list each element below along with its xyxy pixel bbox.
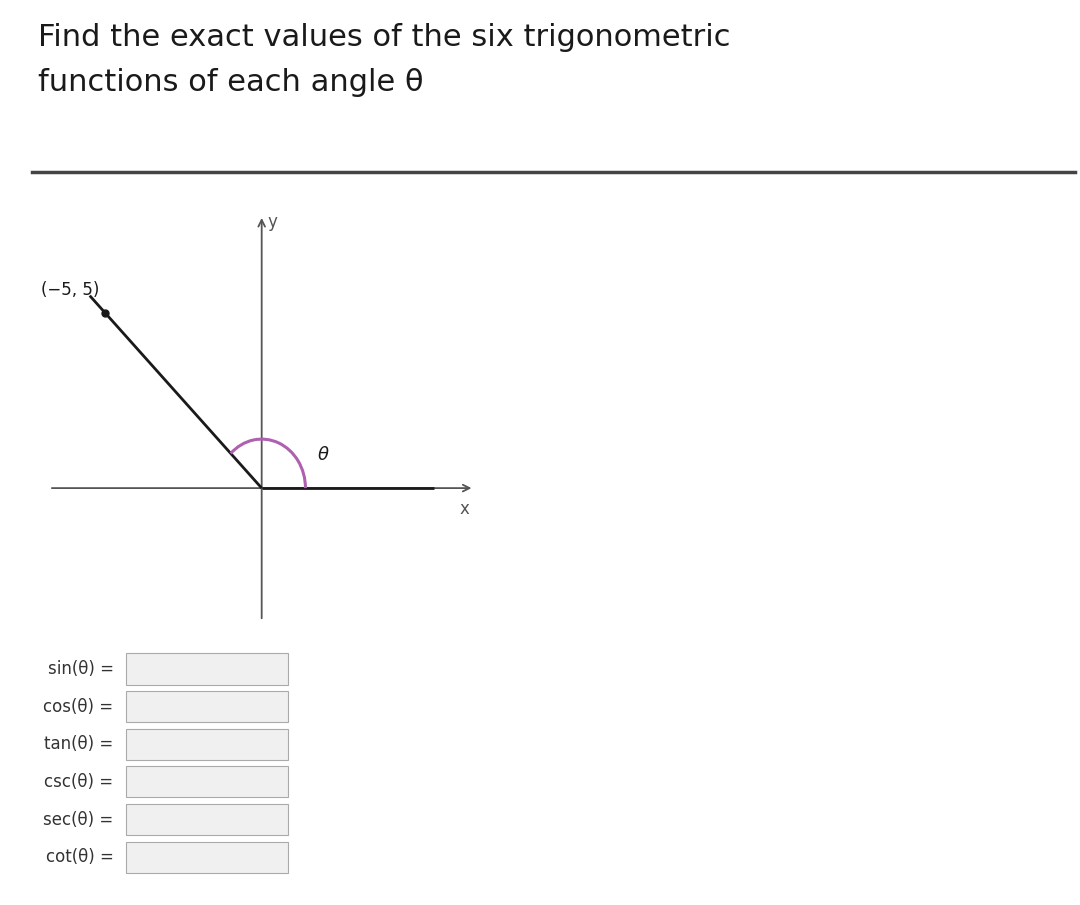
Text: (−5, 5): (−5, 5) [41, 281, 99, 300]
Text: θ: θ [318, 445, 329, 463]
Text: tan(θ) =: tan(θ) = [44, 735, 113, 753]
Text: cot(θ) =: cot(θ) = [45, 848, 113, 866]
Text: functions of each angle θ: functions of each angle θ [38, 68, 423, 97]
Text: y: y [268, 214, 278, 231]
Text: sec(θ) =: sec(θ) = [43, 811, 113, 829]
Text: csc(θ) =: csc(θ) = [44, 773, 113, 791]
Text: x: x [460, 500, 470, 518]
Text: Find the exact values of the six trigonometric: Find the exact values of the six trigono… [38, 23, 730, 52]
Text: sin(θ) =: sin(θ) = [48, 660, 113, 678]
Text: cos(θ) =: cos(θ) = [43, 698, 113, 716]
